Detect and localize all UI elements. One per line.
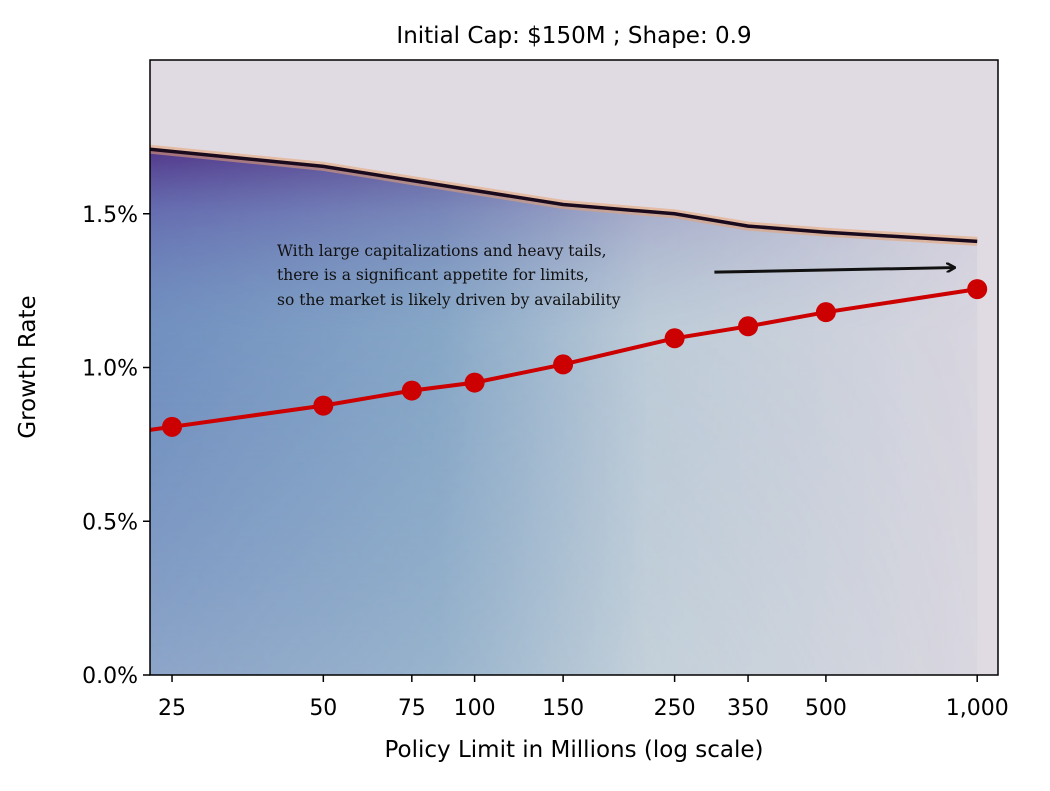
data-point [553, 354, 574, 375]
annotation-line: there is a significant appetite for limi… [277, 266, 589, 284]
data-point [664, 328, 685, 349]
x-tick-label: 100 [454, 696, 496, 721]
x-tick-label: 500 [805, 696, 847, 721]
y-axis-label: Growth Rate [15, 295, 41, 438]
data-point [967, 279, 988, 300]
x-tick-label: 1,000 [946, 696, 1009, 721]
data-point [313, 395, 334, 416]
heatmap-shading [150, 149, 978, 675]
data-point [464, 372, 485, 393]
y-tick-label: 1.5% [82, 203, 138, 228]
x-tick-label: 50 [309, 696, 337, 721]
y-tick-label: 1.0% [82, 357, 138, 382]
x-tick-label: 350 [727, 696, 769, 721]
chart-title: Initial Cap: $150M ; Shape: 0.9 [396, 23, 751, 49]
heatmap-boundary [150, 147, 978, 244]
x-tick-label: 25 [158, 696, 186, 721]
series-line [150, 287, 978, 432]
data-point [162, 416, 183, 437]
annotation-arrow [714, 268, 954, 274]
x-axis-label: Policy Limit in Millions (log scale) [384, 737, 763, 763]
annotation-line: With large capitalizations and heavy tai… [277, 242, 607, 260]
y-tick-label: 0.5% [82, 510, 138, 535]
x-tick-label: 250 [654, 696, 696, 721]
x-tick-label: 75 [398, 696, 426, 721]
annotation: With large capitalizations and heavy tai… [277, 242, 954, 309]
annotation-line: so the market is likely driven by availa… [277, 291, 621, 309]
y-tick-label: 0.0% [82, 664, 138, 689]
x-tick-label: 150 [542, 696, 584, 721]
data-point [738, 316, 759, 337]
data-point [401, 380, 422, 401]
data-point [815, 302, 836, 323]
